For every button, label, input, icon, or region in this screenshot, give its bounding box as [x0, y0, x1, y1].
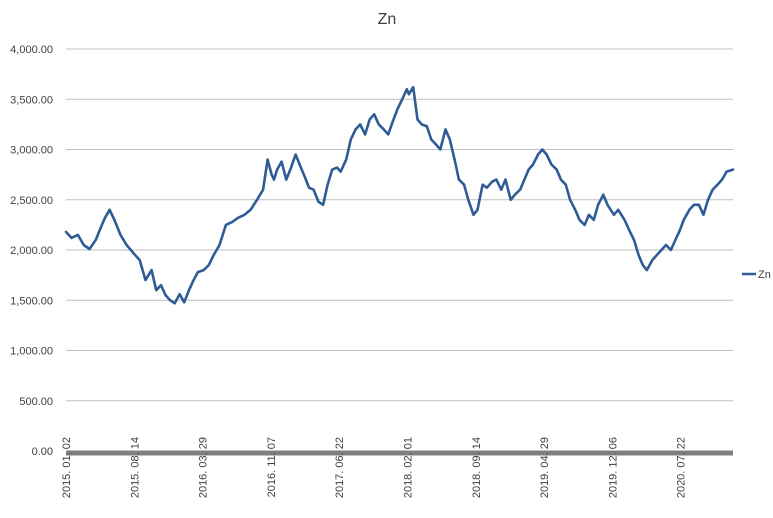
x-tick-label: 2015. 01. 02 [61, 437, 73, 498]
x-tick-label: 2019. 12. 06 [607, 437, 619, 498]
series-area [64, 85, 735, 305]
x-axis: 2015. 01. 02 2015. 08. 14 2016. 03. 29 2016… [61, 437, 733, 498]
y-tick-label: 3,000.00 [10, 145, 53, 157]
y-axis-tick-labels: 0.00 500.00 1,000.00 1,500.00 2,000.00 2,500.… [10, 44, 53, 458]
gridlines [66, 48, 733, 402]
x-tick-label: 2016. 03. 29 [198, 437, 210, 498]
y-tick-label: 3,500.00 [10, 94, 53, 106]
y-tick-label: 2,500.00 [10, 195, 53, 207]
x-tick-label: 2020. 07. 22 [676, 437, 688, 498]
legend: Zn [742, 269, 771, 281]
legend-label-zn: Zn [758, 269, 771, 281]
y-tick-label: 1,000.00 [10, 346, 53, 358]
y-tick-label: 2,000.00 [10, 245, 53, 257]
y-tick-label: 0.00 [32, 446, 53, 458]
x-tick-label: 2016. 11. 07 [266, 437, 278, 497]
y-tick-label: 1,500.00 [10, 295, 53, 307]
x-tick-label: 2018. 09. 14 [471, 437, 483, 498]
y-tick-label: 500.00 [19, 396, 53, 408]
x-tick-label: 2017. 06. 22 [334, 437, 346, 498]
x-tick-label: 2019. 04. 29 [539, 437, 551, 498]
y-tick-label: 4,000.00 [10, 44, 53, 56]
x-tick-label: 2018. 02. 01 [403, 437, 415, 498]
series-line-zn [64, 85, 735, 305]
chart-title: Zn [378, 11, 397, 28]
x-tick-label: 2015. 08. 14 [129, 437, 141, 498]
